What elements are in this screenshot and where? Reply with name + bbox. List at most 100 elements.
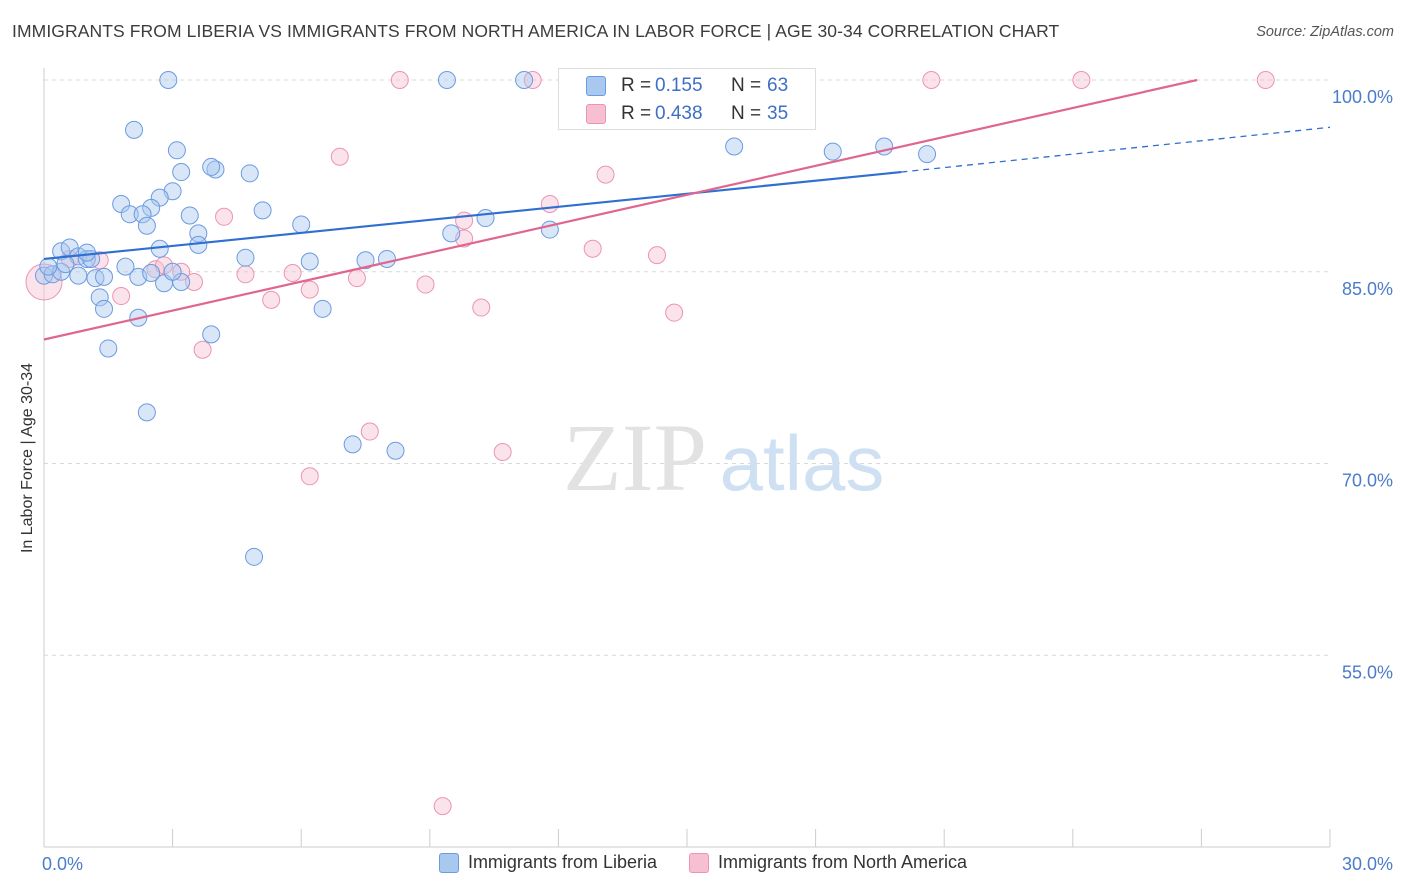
point-north-america — [1072, 71, 1091, 89]
point-north-america — [283, 264, 302, 283]
legend-swatch-liberia — [586, 76, 606, 96]
point-north-america — [236, 265, 255, 284]
point-liberia — [292, 215, 311, 234]
point-liberia — [377, 249, 396, 268]
point-liberia — [386, 441, 405, 460]
point-north-america — [193, 340, 212, 359]
point-liberia — [95, 299, 114, 318]
point-north-america — [185, 272, 204, 291]
point-north-america — [493, 442, 512, 461]
point-liberia — [69, 266, 88, 285]
point-north-america — [360, 422, 379, 441]
trend-line-liberia-extension — [901, 126, 1331, 173]
legend-swatch-north-america — [586, 104, 606, 124]
point-liberia — [343, 435, 362, 454]
point-liberia — [159, 71, 178, 89]
point-liberia — [99, 339, 118, 358]
point-liberia — [236, 248, 255, 267]
point-north-america — [540, 194, 559, 213]
point-liberia — [515, 71, 534, 89]
legend-n-label: N = — [731, 75, 762, 96]
point-liberia — [172, 163, 191, 182]
legend-n-value-north-america: 35 — [767, 103, 789, 124]
point-north-america — [300, 467, 319, 486]
trend-line-liberia — [43, 170, 902, 261]
point-north-america — [390, 71, 409, 89]
stats-legend: R = 0.155 N = 63 R = 0.438 N = 35 — [558, 68, 816, 130]
legend-r-value-north-america: 0.438 — [655, 103, 703, 124]
point-liberia — [202, 157, 221, 176]
point-north-america — [215, 207, 234, 226]
point-liberia — [39, 257, 58, 276]
legend-r-label: R = — [621, 103, 652, 124]
point-liberia — [120, 205, 139, 224]
y-tick-label: 85.0% — [1342, 279, 1393, 299]
legend-r-value-liberia: 0.155 — [655, 75, 703, 96]
legend-item-liberia[interactable]: Immigrants from Liberia — [438, 852, 657, 873]
point-liberia — [137, 403, 156, 422]
gridlines — [44, 79, 1330, 656]
x-tick-label: 0.0% — [42, 854, 83, 874]
trend-lines — [43, 78, 1331, 341]
point-liberia — [167, 141, 186, 160]
axes — [43, 68, 1331, 848]
point-liberia — [476, 209, 495, 228]
point-liberia — [77, 243, 96, 262]
point-north-america — [330, 147, 349, 166]
point-liberia — [442, 224, 461, 243]
point-liberia — [142, 264, 161, 283]
legend-swatch-north-america — [689, 852, 709, 873]
series-north-america — [25, 71, 1275, 816]
point-liberia — [180, 206, 199, 225]
point-north-america — [596, 165, 615, 184]
y-tick-label: 55.0% — [1342, 662, 1393, 682]
y-tick-label: 100.0% — [1332, 87, 1393, 107]
watermark-zip: ZIP — [563, 404, 707, 511]
point-liberia — [253, 201, 272, 220]
series-legend: Immigrants from Liberia Immigrants from … — [0, 852, 1406, 873]
point-north-america — [922, 71, 941, 89]
legend-label-north-america: Immigrants from North America — [718, 852, 968, 872]
chart-title: IMMIGRANTS FROM LIBERIA VS IMMIGRANTS FR… — [12, 21, 1060, 41]
point-liberia — [202, 325, 221, 344]
watermark: ZIP atlas — [563, 404, 884, 511]
point-north-america — [647, 246, 666, 265]
point-liberia — [918, 145, 937, 164]
point-north-america — [1256, 71, 1275, 89]
legend-r-label: R = — [621, 75, 652, 96]
point-north-america — [300, 280, 319, 299]
point-liberia — [90, 288, 109, 307]
point-liberia — [300, 252, 319, 271]
trend-line-north-america — [43, 78, 1198, 341]
legend-label-liberia: Immigrants from Liberia — [467, 852, 657, 872]
point-liberia — [725, 137, 744, 156]
y-tick-label: 70.0% — [1342, 471, 1393, 491]
point-liberia — [56, 255, 75, 274]
point-liberia — [313, 299, 332, 318]
point-liberia — [133, 205, 152, 224]
x-tick-label: 30.0% — [1342, 854, 1393, 874]
source-label: Source: ZipAtlas.com — [1256, 24, 1394, 40]
point-liberia — [437, 71, 456, 89]
point-north-america — [433, 797, 452, 816]
y-tick-labels: 55.0% 70.0% 85.0% 100.0% — [1332, 87, 1393, 682]
legend-swatch-liberia — [438, 852, 459, 873]
point-north-america — [665, 303, 684, 322]
point-liberia — [823, 142, 842, 161]
legend-n-value-liberia: 63 — [767, 75, 789, 96]
point-north-america — [112, 287, 131, 306]
point-liberia — [137, 216, 156, 235]
point-north-america — [347, 269, 366, 288]
point-liberia — [163, 262, 182, 281]
legend-item-north-america[interactable]: Immigrants from North America — [689, 852, 967, 873]
point-north-america — [472, 298, 491, 317]
point-north-america — [262, 290, 281, 309]
point-liberia — [125, 120, 144, 139]
legend-n-label: N = — [731, 103, 762, 124]
point-north-america — [583, 239, 602, 258]
watermark-atlas: atlas — [720, 419, 885, 507]
point-liberia — [95, 267, 114, 286]
point-liberia — [240, 164, 259, 183]
point-north-america — [416, 275, 435, 294]
